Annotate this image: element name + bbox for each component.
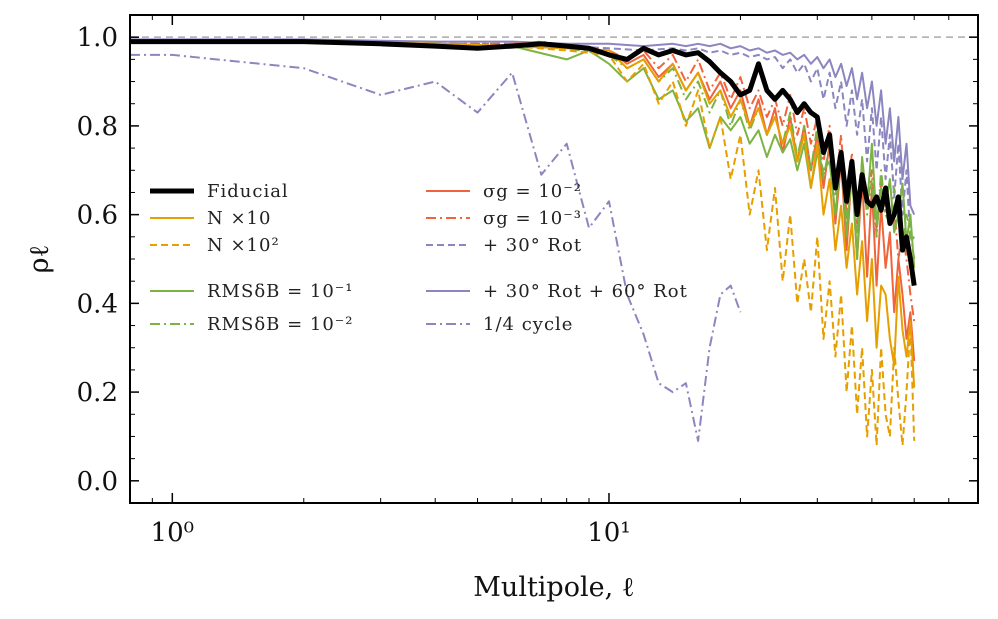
legend-label-2: N ×10 [207, 208, 271, 229]
legend-label-3: N ×10² [207, 235, 280, 256]
series-layer [130, 38, 917, 447]
legend-label-4: RMSδB = 10⁻¹ [207, 281, 354, 302]
series-line-9 [130, 38, 916, 215]
series-line-1 [130, 39, 917, 286]
ticks-layer: 0.0 0.2 0.4 0.6 0.8 1.0 10⁰ 10¹ [77, 15, 979, 548]
legend-label-9: + 30° Rot + 60° Rot [483, 281, 688, 302]
plot-frame [129, 14, 979, 504]
x-axis-title: Multipole, ℓ [473, 572, 634, 603]
legend-label-8: + 30° Rot [483, 235, 582, 256]
y-axis-title: ρℓ [24, 245, 55, 274]
legend-label-7: σg = 10⁻³ [483, 208, 582, 229]
legend-label-10: 1/4 cycle [483, 314, 573, 335]
legend-label-6: σg = 10⁻² [483, 181, 582, 202]
y-tick-label: 0.4 [77, 289, 118, 319]
series-line-10 [130, 53, 742, 442]
y-tick-label: 0.2 [77, 378, 118, 408]
y-tick-label: 0.0 [77, 467, 118, 497]
x-tick-label: 10¹ [587, 518, 631, 548]
legend: Fiducial N ×10 N ×10² RMSδB = 10⁻¹ RMSδB = 1… [150, 181, 688, 335]
legend-label-5: RMSδB = 10⁻² [207, 314, 354, 335]
y-tick-label: 1.0 [77, 23, 118, 53]
y-tick-label: 0.6 [77, 201, 118, 231]
series-line-8 [130, 40, 915, 243]
y-tick-label: 0.8 [77, 112, 118, 142]
series-line-2 [130, 40, 916, 388]
legend-label-1: Fiducial [207, 181, 289, 202]
x-tick-label: 10⁰ [151, 518, 195, 548]
axes-layer [129, 14, 979, 504]
